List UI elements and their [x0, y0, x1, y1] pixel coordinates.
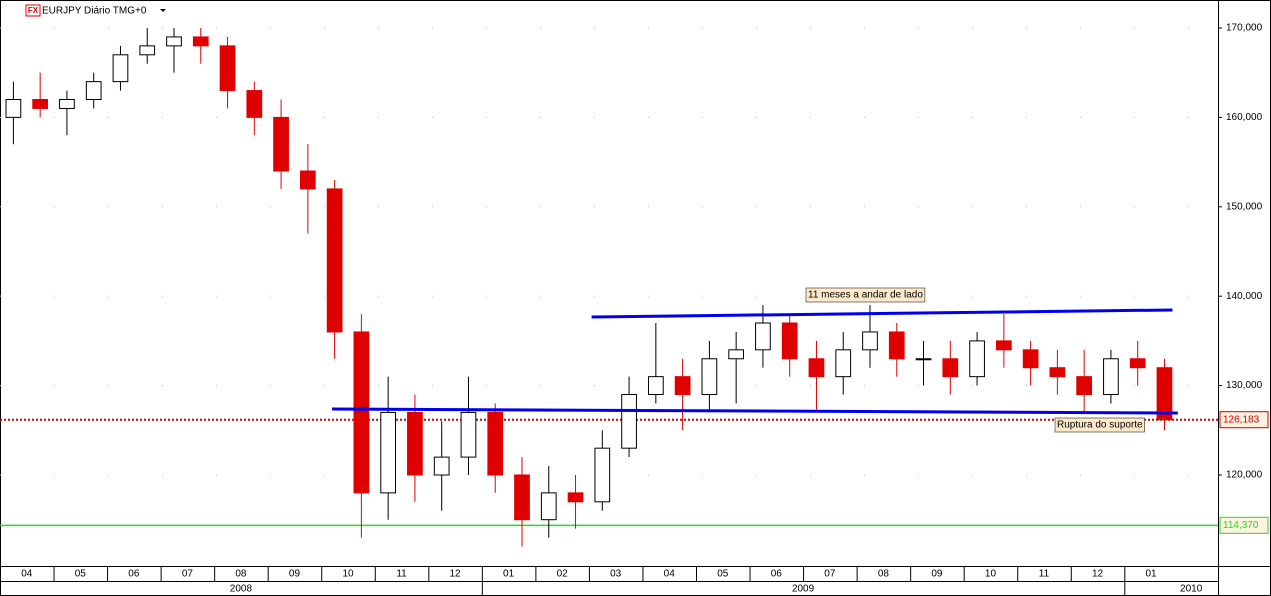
candle-body	[433, 456, 450, 476]
x-tick-label: 02	[557, 569, 569, 580]
candle-body	[728, 349, 745, 360]
candle-body	[888, 331, 905, 360]
candle-body	[1156, 367, 1173, 421]
candle-body	[1129, 358, 1146, 369]
chart-title[interactable]: EURJPY Diário TMG+0	[42, 6, 147, 17]
level-label: 126,183	[1223, 414, 1260, 425]
x-tick-label: 04	[21, 569, 33, 580]
annotation-text: 11 meses a andar de lado	[808, 290, 923, 301]
level-label-box	[1219, 411, 1269, 429]
fx-icon-text: FX	[28, 6, 39, 15]
candle-body	[862, 331, 878, 351]
candle-body	[701, 358, 718, 396]
candle-body	[299, 170, 316, 190]
candle-body	[59, 99, 75, 109]
candle-body	[674, 376, 691, 396]
x-tick-label: 07	[824, 569, 836, 580]
candle-body	[5, 99, 22, 118]
year-label: 2010	[1180, 584, 1203, 595]
x-tick-label: 12	[450, 569, 462, 580]
year-label: 2008	[230, 584, 253, 595]
candle-body	[647, 376, 664, 396]
candle-body	[112, 54, 129, 83]
candle-body	[594, 447, 611, 503]
candle-body	[540, 492, 557, 521]
candle-body	[192, 36, 209, 47]
x-tick-label: 11	[396, 569, 407, 580]
y-tick-label: 130,000	[1226, 380, 1263, 391]
x-tick-label: 05	[75, 569, 87, 580]
x-tick-label: 09	[931, 569, 943, 580]
candle-body	[514, 474, 530, 521]
x-tick-label: 10	[985, 569, 997, 580]
candle-body	[942, 358, 959, 378]
candle-body	[273, 116, 289, 172]
y-tick-label: 120,000	[1226, 470, 1263, 481]
candle-body	[915, 358, 932, 361]
candle-body	[487, 411, 504, 476]
annotation-box	[805, 287, 926, 303]
candle-body	[380, 411, 397, 494]
year-label: 2009	[792, 584, 815, 595]
candle-body	[1022, 349, 1039, 369]
y-tick-label: 170,000	[1226, 23, 1263, 34]
y-tick-label: 140,000	[1226, 291, 1263, 302]
annotation-box	[1054, 417, 1145, 433]
x-tick-label: 04	[664, 569, 676, 580]
x-tick-label: 06	[128, 569, 140, 580]
x-tick-label: 06	[771, 569, 783, 580]
candle-body	[969, 340, 985, 378]
candle-body	[85, 81, 102, 101]
candle-body	[781, 322, 798, 360]
level-label-box	[1219, 516, 1269, 534]
fx-icon[interactable]	[25, 4, 41, 17]
y-tick-label: 160,000	[1226, 112, 1263, 123]
x-tick-label: 08	[235, 569, 247, 580]
candle-body	[460, 411, 477, 458]
candle-body	[219, 45, 236, 92]
level-label: 114,370	[1223, 520, 1259, 531]
x-tick-label: 10	[342, 569, 354, 580]
annotation-text: Ruptura do suporte	[1057, 420, 1143, 431]
candle-body	[407, 411, 423, 476]
x-tick-label: 09	[289, 569, 301, 580]
x-tick-label: 03	[610, 569, 622, 580]
trendline	[591, 308, 1173, 319]
x-tick-label: 12	[1092, 569, 1104, 580]
annotation: Ruptura do suporte	[1054, 417, 1145, 433]
candle-body	[835, 349, 852, 378]
candle-body	[1049, 367, 1066, 378]
candle-body	[326, 188, 343, 333]
x-tick-label: 07	[182, 569, 194, 580]
x-tick-label: 01	[503, 569, 515, 580]
candle-body	[621, 394, 637, 449]
candle-body	[166, 36, 182, 47]
candle-body	[1103, 358, 1119, 396]
title-dropdown[interactable]	[160, 9, 166, 12]
candle-body	[32, 99, 49, 109]
candle-body	[353, 331, 370, 494]
x-tick-label: 08	[878, 569, 890, 580]
annotation: 11 meses a andar de lado	[805, 287, 926, 303]
x-tick-label: 05	[717, 569, 729, 580]
candle-body	[1076, 376, 1093, 396]
trendline	[331, 407, 1178, 415]
candle-body	[139, 45, 156, 56]
candle-body	[808, 358, 825, 378]
candle-body	[755, 322, 771, 351]
y-tick-label: 150,000	[1226, 201, 1263, 212]
x-tick-label: 01	[1146, 569, 1158, 580]
candle-body	[995, 340, 1012, 351]
x-tick-label: 11	[1039, 569, 1050, 580]
candle-body	[567, 492, 584, 503]
candle-body	[246, 90, 263, 118]
